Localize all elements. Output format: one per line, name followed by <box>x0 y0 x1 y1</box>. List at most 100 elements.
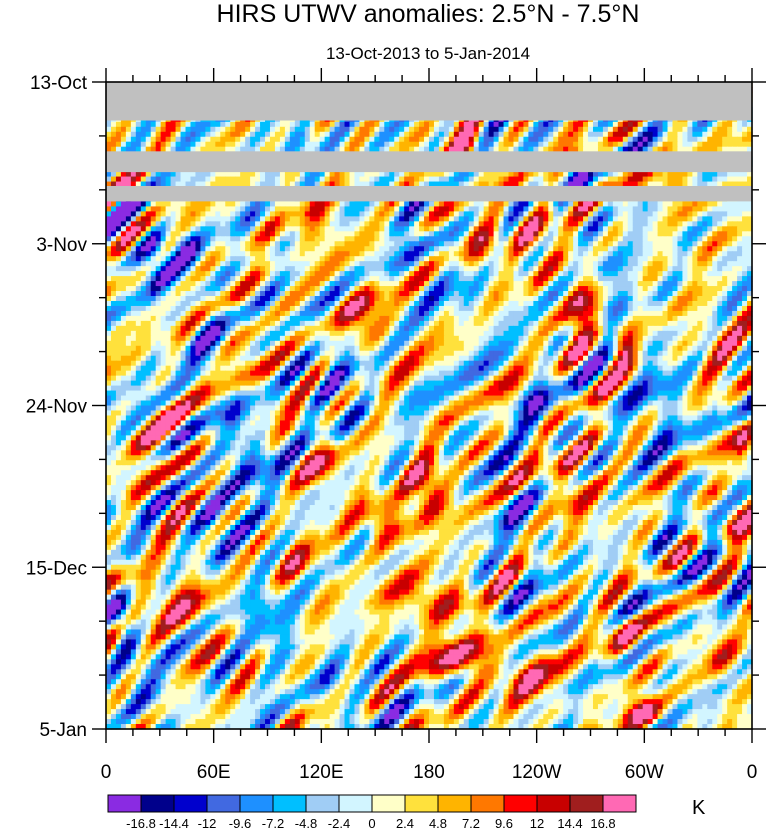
field-cell <box>622 201 629 208</box>
field-cell <box>354 241 361 247</box>
field-cell <box>642 236 649 242</box>
field-cell <box>453 236 460 242</box>
field-cell <box>319 246 326 252</box>
field-cell <box>175 266 182 272</box>
field-cell <box>602 176 609 183</box>
field-cell <box>160 121 167 128</box>
field-cell <box>647 226 654 232</box>
field-cell <box>697 136 703 143</box>
field-cell <box>533 131 539 138</box>
field-cell <box>453 171 460 178</box>
field-cell <box>175 201 182 208</box>
field-cell <box>632 136 639 143</box>
field-cell <box>150 211 157 217</box>
field-cell <box>637 181 644 188</box>
field-cell <box>438 256 445 262</box>
field-cell <box>722 171 728 178</box>
field-cell <box>508 201 515 208</box>
field-cell <box>349 271 356 277</box>
field-cell <box>150 271 157 277</box>
field-cell <box>498 256 505 262</box>
field-cell <box>563 171 569 178</box>
field-cell <box>339 221 346 227</box>
field-cell <box>523 201 529 208</box>
field-cell <box>647 216 654 222</box>
field-cell <box>324 271 331 277</box>
field-cell <box>662 131 669 138</box>
field-cell <box>543 241 549 247</box>
field-cell <box>294 241 301 247</box>
field-cell <box>707 266 713 272</box>
field-cell <box>145 266 152 272</box>
field-cell <box>518 171 525 178</box>
field-cell <box>334 236 341 242</box>
field-cell <box>642 266 649 272</box>
field-cell <box>632 126 639 133</box>
field-cell <box>145 221 152 227</box>
field-cell <box>548 226 554 232</box>
field-cell <box>493 141 500 148</box>
field-cell <box>597 256 604 262</box>
field-cell <box>578 201 584 208</box>
field-cell <box>394 201 400 208</box>
field-cell <box>597 226 604 232</box>
field-cell <box>414 181 420 188</box>
field-cell <box>260 211 266 217</box>
field-cell <box>140 221 147 227</box>
field-cell <box>319 251 326 257</box>
field-cell <box>185 266 192 272</box>
field-cell <box>349 141 356 148</box>
field-cell <box>265 181 271 188</box>
field-cell <box>180 271 187 277</box>
field-cell <box>314 171 321 178</box>
field-cell <box>722 131 728 138</box>
field-cell <box>488 181 495 188</box>
field-cell <box>478 251 485 257</box>
field-cell <box>170 141 177 148</box>
field-cell <box>478 226 485 232</box>
field-cell <box>483 201 490 208</box>
field-cell <box>414 216 420 222</box>
field-cell <box>493 226 500 232</box>
field-cell <box>443 176 450 183</box>
field-cell <box>106 231 112 237</box>
field-cell <box>692 206 698 212</box>
field-cell <box>548 256 554 262</box>
field-cell <box>394 126 400 133</box>
field-cell <box>140 236 147 242</box>
field-cell <box>657 246 664 252</box>
field-cell <box>503 251 510 257</box>
field-cell <box>324 241 331 247</box>
field-cell <box>364 256 370 262</box>
field-cell <box>125 271 132 277</box>
field-cell <box>712 246 718 252</box>
field-cell <box>657 201 664 208</box>
field-cell <box>424 181 430 188</box>
field-cell <box>374 176 380 183</box>
field-cell <box>508 181 515 188</box>
field-cell <box>632 171 639 178</box>
field-cell <box>424 136 430 143</box>
field-cell <box>274 241 281 247</box>
field-cell <box>245 246 251 252</box>
field-cell <box>334 271 341 277</box>
field-cell <box>463 226 470 232</box>
field-cell <box>588 126 594 133</box>
field-cell <box>269 241 276 247</box>
field-cell <box>324 146 331 153</box>
field-cell <box>553 121 559 128</box>
field-cell <box>702 236 708 242</box>
field-cell <box>607 136 614 143</box>
field-cell <box>697 126 703 133</box>
field-cell <box>205 226 211 232</box>
field-cell <box>110 261 117 267</box>
field-cell <box>265 201 271 208</box>
field-cell <box>627 141 634 148</box>
field-cell <box>548 131 554 138</box>
field-cell <box>538 171 544 178</box>
field-cell <box>145 181 152 188</box>
field-cell <box>508 216 515 222</box>
field-cell <box>548 211 554 217</box>
field-cell <box>632 211 639 217</box>
field-cell <box>493 201 500 208</box>
